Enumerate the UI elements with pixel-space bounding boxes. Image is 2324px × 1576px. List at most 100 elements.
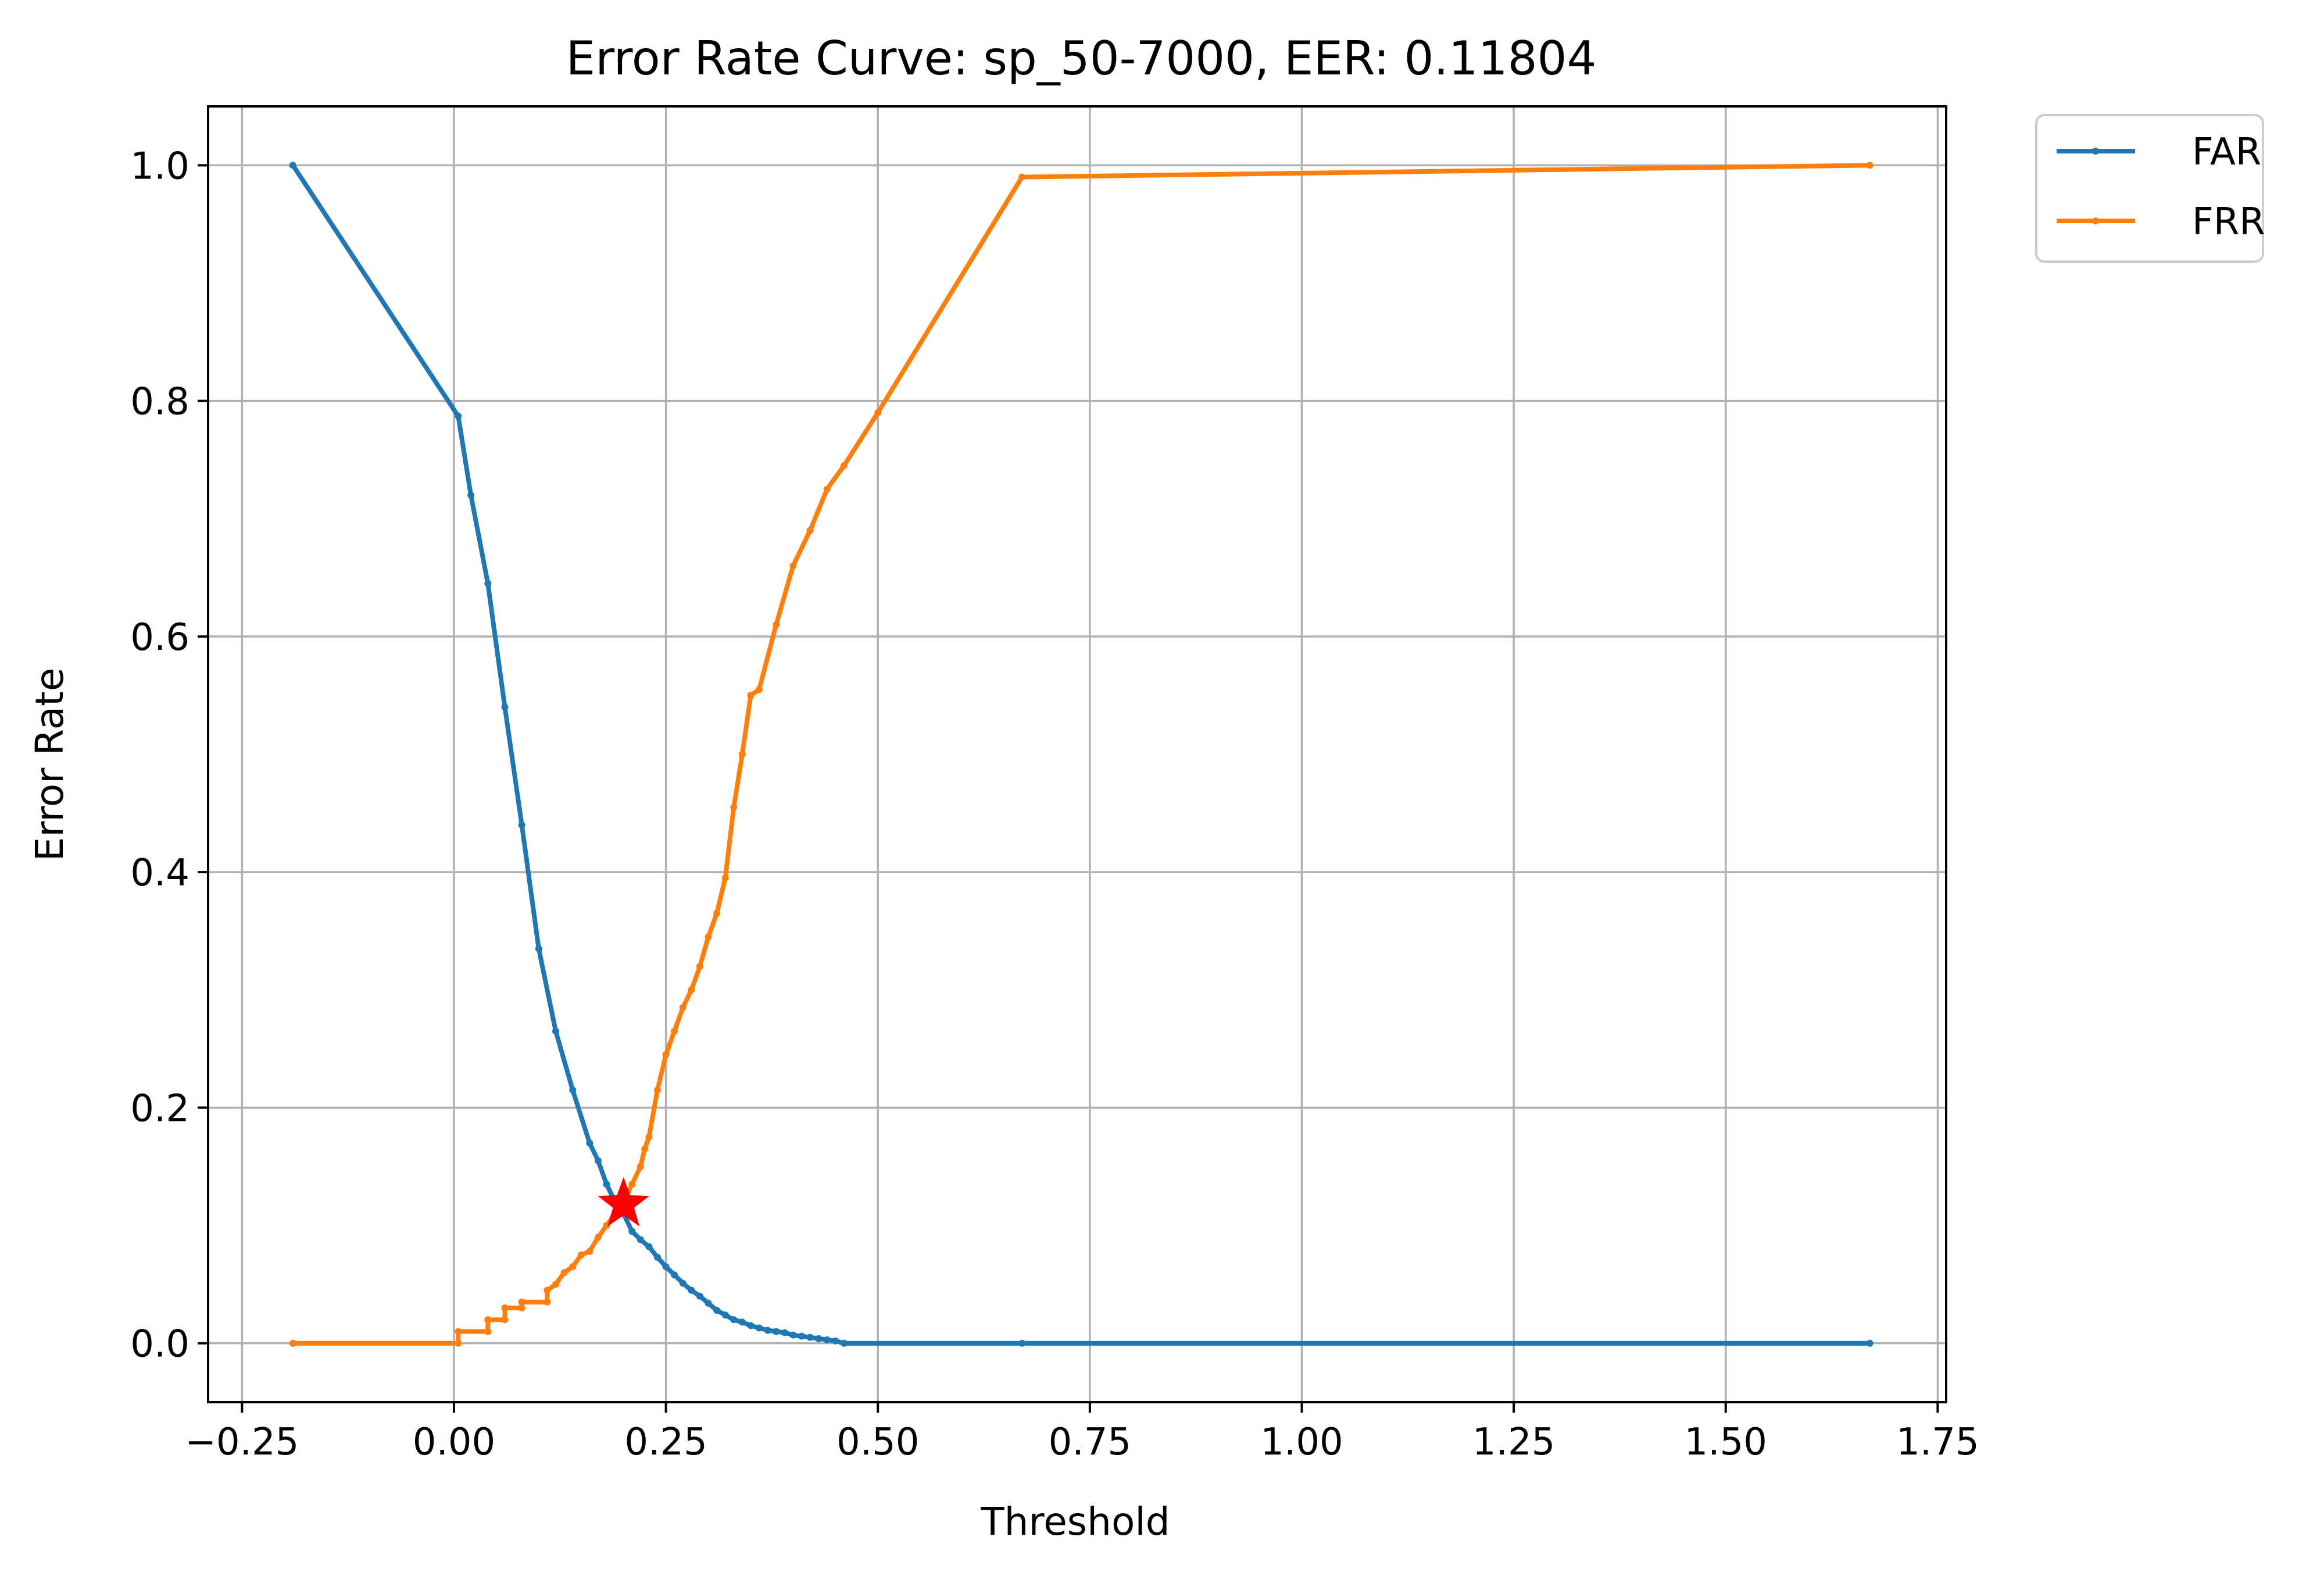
far-point xyxy=(738,1318,746,1326)
legend-label-frr: FRR xyxy=(2192,201,2265,244)
y-tick-label: 0.8 xyxy=(130,381,190,424)
x-tick-label: 0.50 xyxy=(836,1421,920,1464)
far-point xyxy=(688,1286,695,1294)
frr-point xyxy=(289,1339,296,1347)
far-point xyxy=(773,1328,780,1335)
plot-frame xyxy=(207,105,1947,1403)
y-tick-label: 1.0 xyxy=(130,145,190,188)
frr-point xyxy=(594,1234,602,1241)
frr-point xyxy=(586,1248,593,1255)
far-point xyxy=(696,1292,703,1300)
far-point xyxy=(713,1306,721,1314)
far-point xyxy=(535,945,542,952)
frr-point xyxy=(501,1316,509,1324)
frr-point xyxy=(721,874,729,882)
far-point xyxy=(289,162,296,169)
frr-point xyxy=(1018,173,1026,181)
far-point xyxy=(806,1334,814,1341)
frr-point xyxy=(484,1316,492,1324)
chart-title: Error Rate Curve: sp_50-7000, EER: 0.118… xyxy=(566,31,1597,85)
far-point xyxy=(756,1324,763,1332)
frr-point xyxy=(756,686,763,694)
frr-point xyxy=(713,910,721,917)
far-point xyxy=(552,1027,559,1035)
far-point xyxy=(1866,1339,1873,1347)
far-point xyxy=(789,1331,797,1339)
far-point xyxy=(1018,1339,1026,1347)
far-point xyxy=(662,1263,670,1270)
far-point xyxy=(823,1336,831,1343)
x-axis-label: Threshold xyxy=(980,1499,1170,1544)
frr-point xyxy=(484,1328,492,1335)
frr-point xyxy=(654,1087,662,1094)
far-point xyxy=(455,412,462,420)
far-point xyxy=(586,1139,593,1147)
far-point xyxy=(832,1337,839,1345)
frr-point xyxy=(747,692,755,699)
far-point xyxy=(815,1335,823,1342)
frr-point xyxy=(518,1298,525,1306)
frr-point xyxy=(789,562,797,570)
frr-point xyxy=(641,1145,649,1153)
frr-point xyxy=(671,1027,678,1035)
far-point xyxy=(721,1311,729,1319)
far-point xyxy=(467,491,475,499)
far-point xyxy=(645,1243,653,1250)
frr-point xyxy=(738,751,746,758)
far-point xyxy=(705,1299,712,1307)
legend-marker-frr xyxy=(2092,217,2099,224)
far-point xyxy=(518,821,525,829)
y-tick-label: 0.4 xyxy=(130,852,190,895)
far-point xyxy=(747,1322,755,1330)
far-point xyxy=(637,1236,644,1243)
y-tick-label: 0.6 xyxy=(130,616,190,659)
frr-point xyxy=(645,1134,653,1141)
frr-point xyxy=(628,1181,636,1188)
legend-label-far: FAR xyxy=(2192,131,2261,174)
frr-point xyxy=(501,1304,509,1311)
x-tick-label: 1.75 xyxy=(1896,1421,1979,1464)
legend-marker-far xyxy=(2092,148,2099,155)
frr-point xyxy=(518,1304,525,1311)
x-tick-label: −0.25 xyxy=(185,1421,299,1464)
frr-point xyxy=(840,462,848,470)
far-point xyxy=(628,1228,636,1235)
x-tick-label: 1.00 xyxy=(1260,1421,1343,1464)
grid xyxy=(208,106,1946,1402)
far-point xyxy=(781,1329,788,1336)
far-point xyxy=(654,1253,662,1261)
far-point xyxy=(671,1271,678,1279)
frr-point xyxy=(662,1051,670,1059)
x-tick-label: 0.75 xyxy=(1049,1421,1132,1464)
frr-point xyxy=(552,1281,559,1288)
far-point xyxy=(679,1280,687,1287)
y-tick-label: 0.2 xyxy=(130,1087,190,1130)
frr-point xyxy=(679,1004,687,1012)
frr-point xyxy=(455,1339,462,1347)
frr-point xyxy=(688,986,695,994)
y-tick-label: 0.0 xyxy=(130,1323,190,1366)
far-point xyxy=(764,1327,771,1334)
far-point xyxy=(501,703,509,711)
x-axis-ticks: −0.25 0.00 0.25 0.50 0.75 1.00 1.25 1.50 1.75 xyxy=(185,1402,1979,1464)
frr-point xyxy=(773,621,780,628)
eer-star-marker xyxy=(597,1177,650,1227)
x-tick-label: 1.25 xyxy=(1472,1421,1556,1464)
frr-point xyxy=(560,1269,568,1277)
far-point xyxy=(484,580,492,587)
frr-point xyxy=(455,1328,462,1335)
frr-point xyxy=(705,933,712,941)
frr-point xyxy=(544,1298,551,1306)
frr-point xyxy=(823,485,831,493)
far-point xyxy=(840,1339,848,1347)
frr-point xyxy=(544,1286,551,1294)
frr-point xyxy=(1866,162,1873,169)
x-tick-label: 0.00 xyxy=(413,1421,496,1464)
frr-point xyxy=(874,409,882,416)
legend: FAR FRR xyxy=(2035,114,2265,263)
frr-point xyxy=(730,803,738,811)
y-axis-ticks: 0.0 0.2 0.4 0.6 0.8 1.0 xyxy=(130,145,208,1366)
y-axis-label: Error Rate xyxy=(27,667,72,861)
